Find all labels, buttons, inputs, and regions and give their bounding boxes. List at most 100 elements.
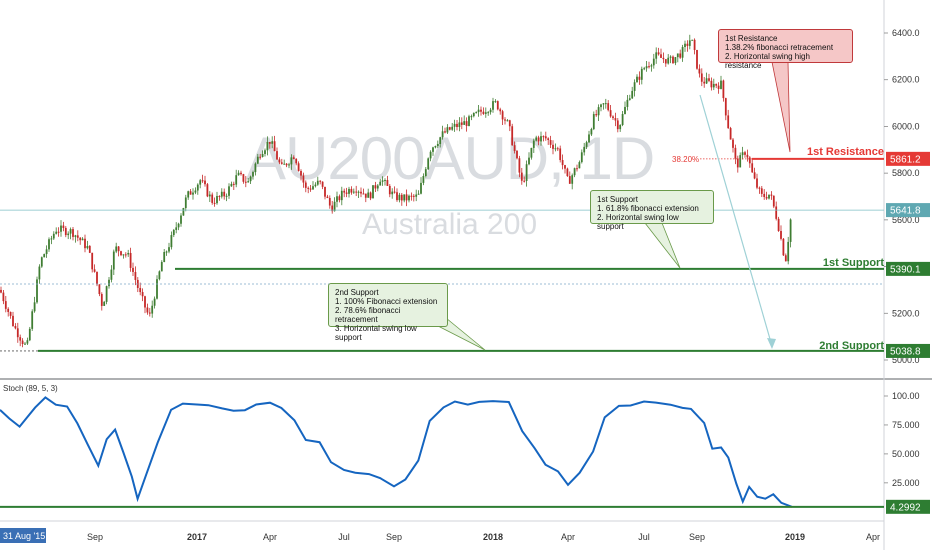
candle-body bbox=[537, 137, 540, 142]
candle-body bbox=[691, 39, 694, 41]
candle-body bbox=[62, 225, 65, 228]
candle-body bbox=[777, 218, 780, 232]
time-tick-label: 2019 bbox=[785, 532, 805, 542]
candle-body bbox=[247, 181, 250, 183]
candle-body bbox=[652, 58, 655, 66]
candle-body bbox=[417, 193, 420, 195]
candle-body bbox=[547, 138, 550, 141]
candle-body bbox=[48, 239, 50, 250]
candle-body bbox=[300, 171, 302, 176]
resistance-callout-pointer bbox=[771, 61, 791, 153]
candle-body bbox=[614, 118, 617, 121]
support-1-price-tag-bg bbox=[886, 261, 930, 276]
candle-body bbox=[297, 163, 300, 172]
candle-body bbox=[597, 107, 600, 116]
candle-body bbox=[338, 196, 341, 201]
candle-body bbox=[33, 302, 36, 312]
candle-body bbox=[542, 136, 545, 138]
candle-body bbox=[52, 233, 55, 239]
candle-body bbox=[261, 153, 264, 157]
support-1-callout: 1st Support 1. 61.8% fibonacci extension… bbox=[590, 190, 714, 231]
time-tick-label: 2017 bbox=[187, 532, 207, 542]
candle-body bbox=[2, 292, 5, 302]
candle-body bbox=[760, 188, 763, 194]
candle-body bbox=[787, 241, 790, 262]
candle-body bbox=[230, 183, 233, 187]
candle-body bbox=[576, 168, 578, 170]
candle-body bbox=[688, 40, 691, 46]
candle-body bbox=[520, 172, 523, 181]
candle-body bbox=[480, 109, 482, 112]
candle-body bbox=[220, 191, 223, 197]
candle-body bbox=[609, 110, 612, 117]
candle-body bbox=[208, 194, 211, 197]
candle-body bbox=[50, 238, 53, 240]
candle-body bbox=[345, 192, 348, 194]
candle-body bbox=[103, 301, 106, 306]
candle-body bbox=[487, 112, 490, 114]
candle-body bbox=[494, 101, 497, 103]
candle-body bbox=[499, 109, 502, 112]
resistance-1-price-tag: 5861.2 bbox=[890, 154, 921, 165]
time-tick-label: Jul bbox=[638, 532, 650, 542]
candle-body bbox=[369, 192, 372, 199]
candle-body bbox=[110, 269, 113, 280]
time-tick-label: 2018 bbox=[483, 532, 503, 542]
candle-body bbox=[660, 54, 662, 58]
candle-body bbox=[16, 328, 19, 338]
candle-body bbox=[232, 183, 235, 185]
candle-body bbox=[633, 82, 636, 91]
candle-body bbox=[475, 112, 478, 114]
candle-body bbox=[31, 311, 34, 329]
candle-body bbox=[588, 134, 590, 143]
support-2-price-tag: 5038.8 bbox=[890, 346, 921, 357]
candle-body bbox=[679, 53, 682, 58]
candle-body bbox=[26, 340, 29, 344]
time-tick-label: Sep bbox=[386, 532, 402, 542]
candle-body bbox=[568, 176, 571, 184]
candle-body bbox=[141, 292, 144, 297]
candle-body bbox=[91, 252, 94, 270]
price-tick-label: 5600.0 bbox=[892, 215, 920, 225]
stoch-value-tag-bg bbox=[886, 499, 930, 514]
candle-body bbox=[456, 123, 458, 128]
candle-body bbox=[619, 125, 622, 130]
candle-body bbox=[458, 122, 461, 128]
candle-body bbox=[492, 101, 494, 110]
candle-body bbox=[676, 53, 679, 58]
candle-body bbox=[228, 186, 230, 196]
candle-body bbox=[357, 191, 360, 193]
candle-body bbox=[24, 343, 26, 345]
candle-body bbox=[650, 65, 653, 67]
candle-body bbox=[698, 68, 701, 74]
candle-body bbox=[326, 196, 329, 198]
candle-body bbox=[273, 141, 276, 152]
candle-body bbox=[290, 157, 293, 165]
candle-body bbox=[321, 181, 324, 187]
candle-body bbox=[784, 255, 787, 262]
candle-body bbox=[763, 193, 766, 197]
projection-arrow bbox=[699, 94, 773, 347]
candle-body bbox=[667, 57, 670, 64]
candle-body bbox=[451, 126, 454, 130]
candle-body bbox=[374, 185, 377, 189]
candle-body bbox=[628, 98, 631, 100]
candle-body bbox=[573, 168, 576, 176]
time-tick-label: Jul bbox=[338, 532, 350, 542]
candle-body bbox=[14, 326, 17, 329]
candle-body bbox=[96, 271, 98, 285]
candle-body bbox=[525, 164, 528, 181]
candle-body bbox=[379, 181, 382, 186]
candle-body bbox=[744, 152, 746, 155]
candle-body bbox=[739, 155, 742, 168]
candle-body bbox=[504, 119, 506, 121]
candle-body bbox=[544, 136, 547, 139]
candle-body bbox=[254, 163, 257, 173]
candle-body bbox=[319, 180, 322, 182]
candle-body bbox=[422, 175, 425, 183]
candle-body bbox=[391, 191, 394, 195]
candle-body bbox=[57, 231, 60, 233]
candle-body bbox=[612, 116, 614, 119]
candle-body bbox=[710, 80, 713, 88]
